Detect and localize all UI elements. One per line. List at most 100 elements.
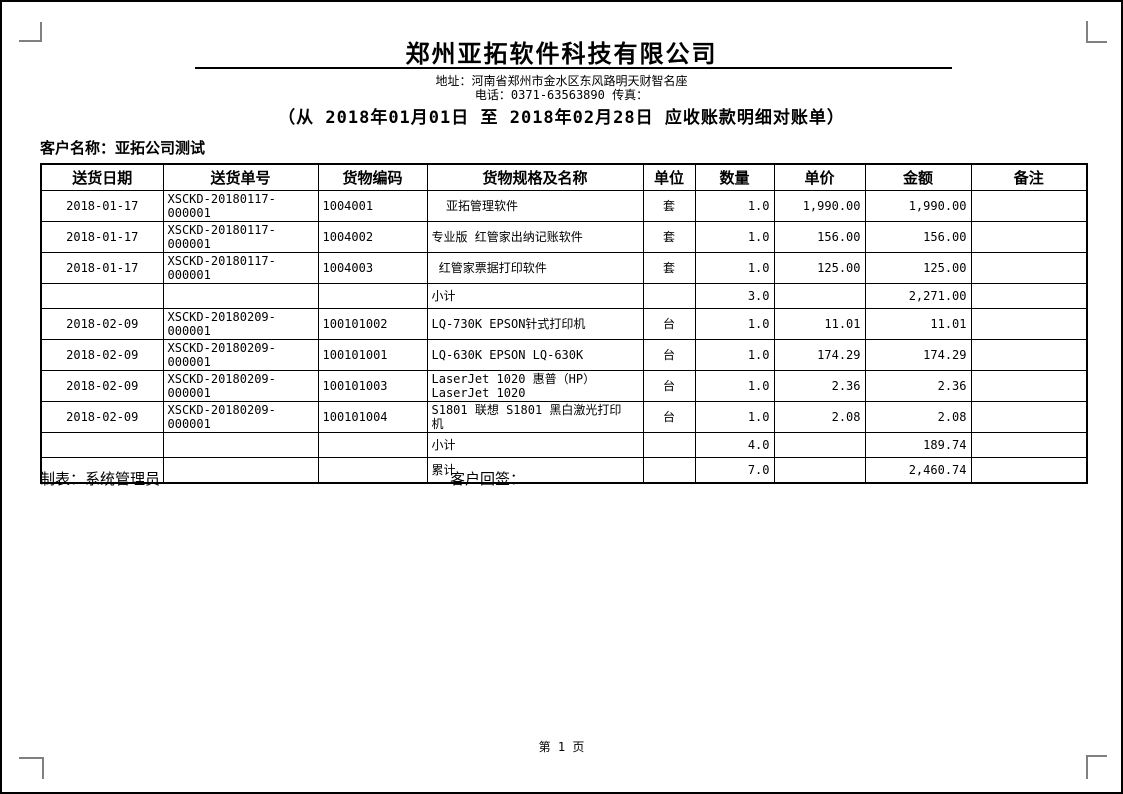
cell-item_code: 100101002 [317, 308, 428, 340]
cell-order_no: XSCKD-20180209-000001 [162, 401, 319, 433]
cell-item_name: 亚拓管理软件 [426, 190, 644, 222]
cell-amount: 189.74 [864, 432, 972, 458]
preparer-line: 制表：系统管理员 [40, 470, 161, 488]
cell-remark [970, 432, 1088, 458]
cell-unit: 套 [642, 221, 696, 253]
cell-price: 2.08 [773, 401, 866, 433]
cell-qty: 7.0 [694, 457, 775, 484]
cell-date: 2018-02-09 [40, 401, 164, 433]
customer-name-line: 客户名称：亚拓公司测试 [40, 139, 206, 157]
cell-item_name: 累计 [426, 457, 644, 484]
cell-item_name: LaserJet 1020 惠普（HP） LaserJet 1020 [426, 370, 644, 402]
cell-qty: 1.0 [694, 252, 775, 284]
cell-amount: 174.29 [864, 339, 972, 371]
cell-item_code: 1004002 [317, 221, 428, 253]
column-header: 金额 [864, 163, 972, 191]
cell-date [40, 432, 164, 458]
cell-order_no: XSCKD-20180209-000001 [162, 308, 319, 340]
cell-price: 2.36 [773, 370, 866, 402]
margin-corner-mark-bottom-right [1086, 755, 1107, 779]
cell-price [773, 283, 866, 309]
cell-price: 125.00 [773, 252, 866, 284]
cell-order_no [162, 432, 319, 458]
company-phone-fax: 电话：0371-63563890 传真： [474, 88, 649, 102]
table-row: 累计 7.0 2,460.74 [40, 457, 1088, 484]
cell-item_code [317, 432, 428, 458]
cell-remark [970, 308, 1088, 340]
margin-corner-mark-top-right [1086, 21, 1107, 43]
cell-remark [970, 221, 1088, 253]
cell-qty: 1.0 [694, 308, 775, 340]
cell-date: 2018-01-17 [40, 190, 164, 222]
cell-order_no: XSCKD-20180209-000001 [162, 370, 319, 402]
cell-remark [970, 401, 1088, 433]
margin-corner-mark-bottom-left [19, 757, 44, 779]
customer-sign-line: 客户回签： [450, 470, 526, 488]
cell-item_name: S1801 联想 S1801 黑白激光打印 机 [426, 401, 644, 433]
table-row: 小计 4.0 189.74 [40, 432, 1088, 458]
cell-unit [642, 283, 696, 309]
cell-amount: 2,271.00 [864, 283, 972, 309]
page-number: 第 1 页 [538, 740, 585, 754]
cell-item_code [317, 283, 428, 309]
cell-item_code: 1004001 [317, 190, 428, 222]
cell-date: 2018-02-09 [40, 339, 164, 371]
cell-item_name: 专业版 红管家出纳记账软件 [426, 221, 644, 253]
company-address: 地址：河南省郑州市金水区东风路明天财智名座 [435, 74, 688, 88]
cell-unit: 台 [642, 401, 696, 433]
cell-unit: 套 [642, 252, 696, 284]
cell-price: 11.01 [773, 308, 866, 340]
cell-amount: 1,990.00 [864, 190, 972, 222]
cell-order_no: XSCKD-20180209-000001 [162, 339, 319, 371]
cell-item_code: 100101001 [317, 339, 428, 371]
column-header: 货物编码 [317, 163, 428, 191]
cell-remark [970, 190, 1088, 222]
title-underline [195, 67, 952, 69]
cell-amount: 2.08 [864, 401, 972, 433]
column-header: 货物规格及名称 [426, 163, 644, 191]
cell-qty: 1.0 [694, 401, 775, 433]
cell-unit [642, 457, 696, 484]
cell-date: 2018-02-09 [40, 308, 164, 340]
cell-qty: 1.0 [694, 221, 775, 253]
cell-amount: 11.01 [864, 308, 972, 340]
cell-price [773, 432, 866, 458]
cell-qty: 4.0 [694, 432, 775, 458]
cell-order_no [162, 457, 319, 484]
column-header: 单价 [773, 163, 866, 191]
cell-order_no: XSCKD-20180117-000001 [162, 190, 319, 222]
cell-date: 2018-01-17 [40, 221, 164, 253]
cell-amount: 2,460.74 [864, 457, 972, 484]
statement-table: 送货日期 送货单号 货物编码 货物规格及名称 单位 数量 单价 金额 备注 2018-01-17… [40, 163, 1088, 484]
column-header: 备注 [970, 163, 1088, 191]
cell-remark [970, 252, 1088, 284]
table-row: 2018-01-17 XSCKD-20180117-000001 1004001 亚… [40, 190, 1088, 222]
table-row: 2018-02-09 XSCKD-20180209-000001 100101001… [40, 339, 1088, 371]
cell-remark [970, 370, 1088, 402]
cell-item_code: 1004003 [317, 252, 428, 284]
cell-item_name: 红管家票据打印软件 [426, 252, 644, 284]
table-header-row: 送货日期 送货单号 货物编码 货物规格及名称 单位 数量 单价 金额 备注 [40, 163, 1088, 191]
cell-unit: 套 [642, 190, 696, 222]
cell-amount: 2.36 [864, 370, 972, 402]
cell-qty: 3.0 [694, 283, 775, 309]
column-header: 送货单号 [162, 163, 319, 191]
table-row: 2018-01-17 XSCKD-20180117-000001 1004002 专业… [40, 221, 1088, 253]
cell-date [40, 283, 164, 309]
column-header: 单位 [642, 163, 696, 191]
table-row: 2018-02-09 XSCKD-20180209-000001 100101003… [40, 370, 1088, 402]
margin-corner-mark-top-left [19, 22, 42, 42]
company-name: 郑州亚拓软件科技有限公司 [405, 40, 718, 68]
cell-unit: 台 [642, 370, 696, 402]
cell-item_name: LQ-630K EPSON LQ-630K [426, 339, 644, 371]
table-row: 小计 3.0 2,271.00 [40, 283, 1088, 309]
cell-unit: 台 [642, 308, 696, 340]
cell-remark [970, 283, 1088, 309]
cell-item_name: LQ-730K EPSON针式打印机 [426, 308, 644, 340]
cell-amount: 125.00 [864, 252, 972, 284]
cell-date: 2018-02-09 [40, 370, 164, 402]
table-row: 2018-02-09 XSCKD-20180209-000001 100101002… [40, 308, 1088, 340]
cell-qty: 1.0 [694, 370, 775, 402]
cell-price [773, 457, 866, 484]
